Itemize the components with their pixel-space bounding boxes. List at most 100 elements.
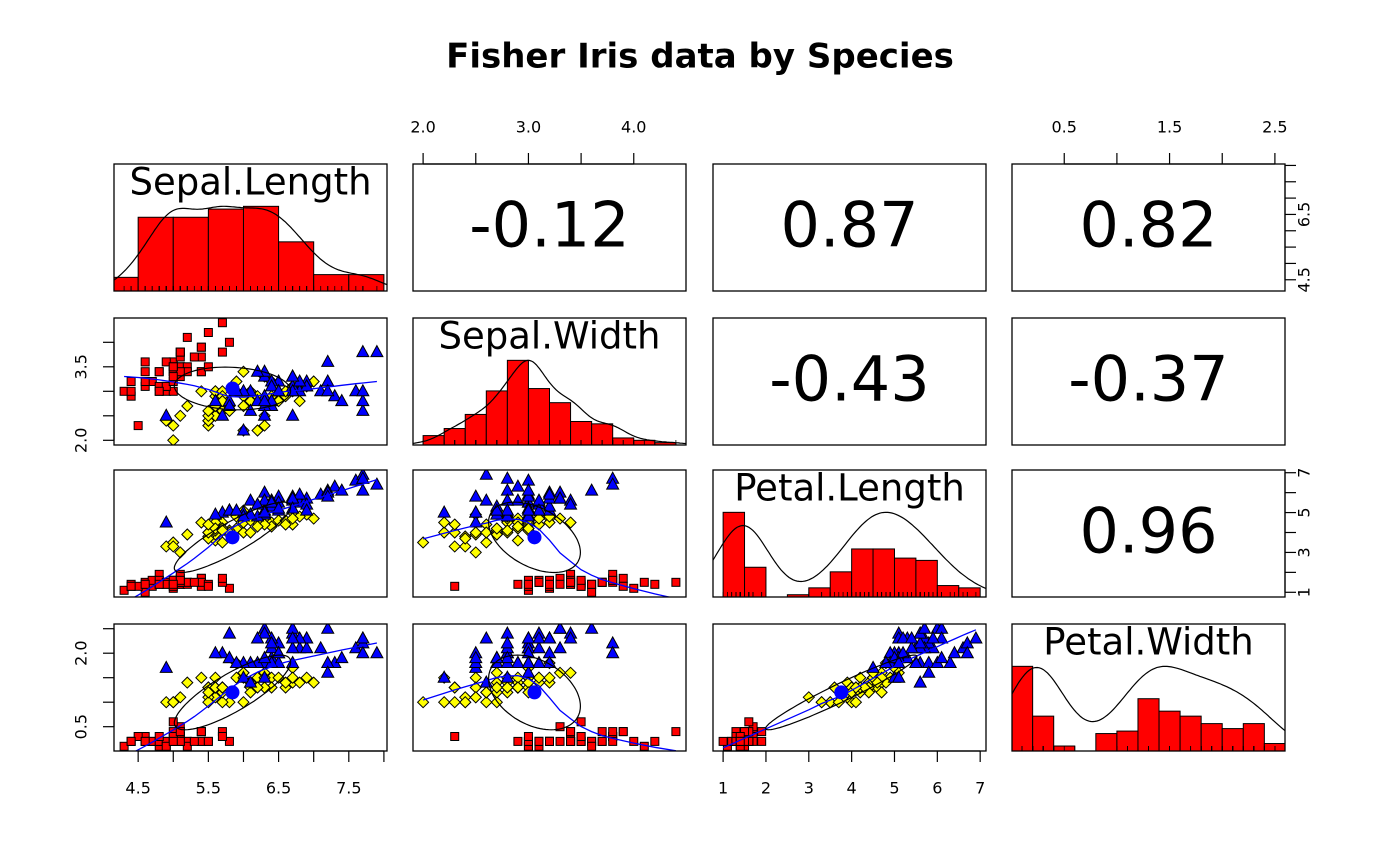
histogram-bar <box>1242 723 1265 751</box>
point <box>584 624 599 634</box>
point <box>416 536 430 549</box>
point <box>237 399 250 413</box>
point <box>718 736 728 746</box>
point <box>650 736 660 746</box>
point <box>468 505 483 518</box>
histogram-bar <box>872 548 895 597</box>
point <box>257 408 272 421</box>
point <box>251 424 264 437</box>
tick-label: 5 <box>1295 507 1314 517</box>
point <box>196 342 206 352</box>
point <box>553 624 567 634</box>
point <box>545 736 554 746</box>
point <box>159 514 174 528</box>
correlation-ellipse <box>487 654 582 731</box>
point <box>161 381 171 391</box>
histogram-bar <box>207 208 244 291</box>
point <box>257 505 272 518</box>
panel-frame <box>113 469 388 598</box>
point <box>468 489 483 502</box>
point <box>934 630 949 644</box>
correlation-value: -0.37 <box>1068 343 1228 416</box>
point <box>286 671 299 684</box>
lowess-smooth <box>422 518 672 597</box>
point <box>629 736 639 746</box>
lowess-smooth <box>134 642 378 751</box>
point <box>182 332 192 342</box>
histogram-bar <box>242 205 280 291</box>
tick-label: 3 <box>804 779 814 798</box>
correlation-value: 0.96 <box>1079 495 1217 568</box>
point <box>650 579 660 589</box>
histogram-bar <box>744 566 767 597</box>
histogram-bar <box>591 423 614 445</box>
point <box>521 655 536 669</box>
point <box>370 344 384 358</box>
point <box>320 354 335 367</box>
point <box>251 520 264 533</box>
point <box>587 741 597 751</box>
point <box>154 386 164 396</box>
point <box>293 676 306 689</box>
point <box>891 655 906 669</box>
point <box>126 581 136 591</box>
variable-name: Petal.Length <box>734 467 965 510</box>
panel-frame <box>712 317 987 446</box>
point <box>140 377 150 386</box>
panel-frame <box>1011 317 1286 446</box>
point <box>563 497 578 510</box>
lowess-smooth <box>722 629 977 749</box>
point <box>511 655 525 669</box>
point <box>356 383 370 397</box>
point <box>243 493 258 506</box>
point <box>196 367 206 377</box>
lowess-smooth <box>124 375 377 398</box>
point <box>511 479 525 492</box>
histogram-bar <box>1095 733 1118 751</box>
panel-frame <box>712 469 987 598</box>
point <box>511 520 525 533</box>
mean-point <box>527 685 542 700</box>
mean-point <box>225 685 240 700</box>
tick-label: 4.5 <box>125 779 150 798</box>
histogram-bar <box>172 216 209 291</box>
point <box>175 727 185 737</box>
point <box>566 727 576 737</box>
point <box>168 372 178 382</box>
point <box>285 630 300 644</box>
point <box>299 640 314 654</box>
histogram-bar <box>808 587 831 597</box>
point <box>174 409 187 423</box>
point <box>356 393 370 407</box>
panel-frame <box>712 163 987 292</box>
panel <box>413 359 686 445</box>
point <box>532 630 546 644</box>
point <box>605 477 620 490</box>
tick-label: 4 <box>847 779 857 798</box>
point <box>532 512 546 525</box>
point <box>257 393 272 407</box>
point <box>229 503 244 516</box>
histogram-bar <box>1032 715 1055 751</box>
panel <box>1012 665 1285 751</box>
point <box>286 512 299 525</box>
point <box>437 670 452 683</box>
point <box>159 660 174 673</box>
point <box>222 398 237 411</box>
point <box>174 691 187 704</box>
point <box>181 399 194 413</box>
panel-frame <box>113 163 388 292</box>
point <box>757 727 767 737</box>
tick-label: 6.5 <box>266 779 291 798</box>
tick-label: 3 <box>1295 547 1314 557</box>
panel <box>718 624 983 751</box>
correlation-value: 0.87 <box>780 189 918 262</box>
point <box>500 635 515 649</box>
histogram-bar <box>114 276 139 291</box>
point <box>189 577 199 587</box>
tick-label: 2.0 <box>72 640 91 665</box>
point <box>285 408 300 421</box>
point <box>236 670 251 683</box>
point <box>216 695 229 709</box>
